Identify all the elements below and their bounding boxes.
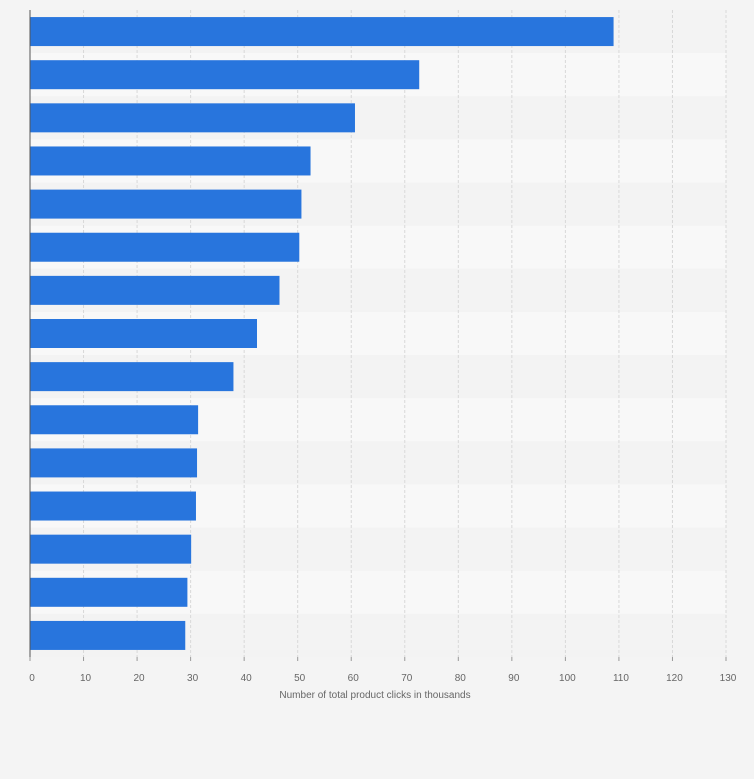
x-axis-title: Number of total product clicks in thousa… xyxy=(279,690,470,701)
bar xyxy=(30,492,196,521)
bar xyxy=(30,578,187,607)
x-tick-label: 110 xyxy=(613,673,629,684)
bar xyxy=(30,448,197,477)
bar xyxy=(30,17,614,46)
x-tick-label: 100 xyxy=(559,673,576,684)
bar xyxy=(30,146,311,175)
bar xyxy=(30,535,191,564)
bar xyxy=(30,103,355,132)
bar xyxy=(30,319,257,348)
bar xyxy=(30,233,299,262)
x-tick-label: 30 xyxy=(187,673,199,684)
x-tick-label: 10 xyxy=(80,673,92,684)
bar xyxy=(30,362,233,391)
x-tick-label: 60 xyxy=(348,673,360,684)
x-tick-label: 40 xyxy=(241,673,253,684)
x-tick-label: 0 xyxy=(29,673,35,684)
x-tick-label: 90 xyxy=(508,673,520,684)
bar xyxy=(30,60,419,89)
x-tick-label: 130 xyxy=(720,673,737,684)
bar xyxy=(30,190,301,219)
x-tick-label: 70 xyxy=(401,673,413,684)
x-tick-label: 120 xyxy=(666,673,683,684)
x-tick-label: 20 xyxy=(134,673,146,684)
x-tick-label: 50 xyxy=(294,673,306,684)
bar xyxy=(30,276,279,305)
bar xyxy=(30,621,185,650)
bar xyxy=(30,405,198,434)
x-tick-label: 80 xyxy=(455,673,467,684)
x-axis-ticks: 0 10 20 30 40 50 60 70 80 90 100 110 120 130 xyxy=(29,657,737,684)
